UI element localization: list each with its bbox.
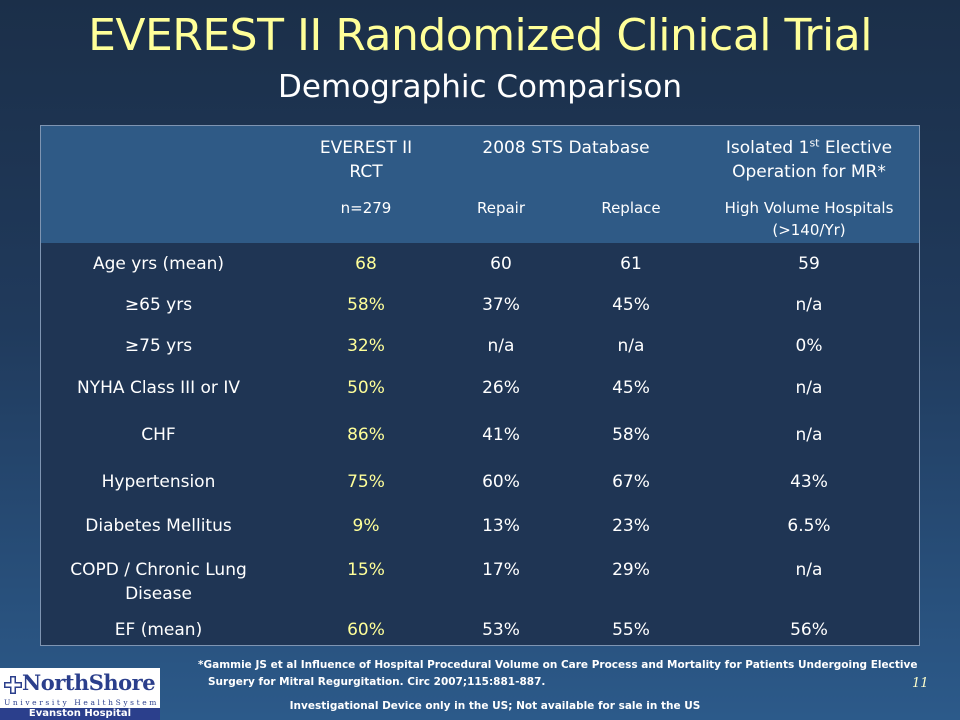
row-label: Age yrs (mean) (92, 254, 225, 274)
cell-high-volume: 0% (795, 336, 823, 356)
northshore-logo: NorthShore University HealthSystem Evans… (0, 668, 160, 720)
row-label-line1: COPD / Chronic Lung (70, 560, 247, 580)
row-label: CHF (141, 425, 176, 445)
header-high-volume: High Volume Hospitals (>140/Yr) (709, 197, 909, 241)
cell-rct: 75% (347, 472, 385, 492)
header-isolated-line1: Isolated 1st Elective (709, 136, 909, 160)
cell-rct: 68 (355, 254, 377, 274)
cell-replace: 55% (612, 620, 650, 640)
slide-subtitle: Demographic Comparison (278, 69, 682, 105)
cell-replace: 58% (612, 425, 650, 445)
row-label: ≥65 yrs (124, 295, 193, 315)
cell-replace: 29% (612, 560, 650, 580)
header-n: n=279 (340, 199, 392, 217)
header-replace: Replace (601, 199, 661, 217)
row-label-line2: Disease (125, 584, 192, 604)
cell-repair: 13% (482, 516, 520, 536)
row-label: ≥75 yrs (124, 336, 193, 356)
cell-rct: 15% (347, 560, 385, 580)
logo-hospital: Evanston Hospital (0, 708, 160, 720)
cell-repair: 37% (482, 295, 520, 315)
cell-repair: 60% (482, 472, 520, 492)
header-isolated-sup: st (809, 136, 820, 150)
cell-replace: 67% (612, 472, 650, 492)
header-repair: Repair (476, 199, 526, 217)
table-header-band (41, 126, 919, 243)
header-isolated-pre: Isolated 1 (725, 138, 810, 158)
cell-high-volume: n/a (795, 378, 823, 398)
row-label: Diabetes Mellitus (85, 516, 232, 536)
cell-replace: 45% (612, 295, 650, 315)
investigational-disclaimer: Investigational Device only in the US; N… (289, 700, 701, 712)
header-high-volume-line1: High Volume Hospitals (724, 199, 894, 217)
cell-repair: 26% (482, 378, 520, 398)
cell-high-volume: n/a (795, 425, 823, 445)
row-label: COPD / Chronic Lung Disease (41, 558, 276, 606)
demographics-table: EVEREST II RCT 2008 STS Database Isolate… (40, 125, 920, 646)
header-isolated-post: Elective (819, 138, 893, 158)
cell-rct: 58% (347, 295, 385, 315)
cell-rct: 9% (352, 516, 380, 536)
header-isolated-line2: Operation for MR* (732, 162, 886, 182)
cell-high-volume: 59 (798, 254, 820, 274)
page-number: 11 (912, 676, 929, 691)
cell-repair: 53% (482, 620, 520, 640)
cell-high-volume: 6.5% (787, 516, 831, 536)
header-sts-database: 2008 STS Database (482, 138, 650, 158)
cell-replace: n/a (617, 336, 645, 356)
cross-icon (4, 676, 22, 694)
cell-replace: 45% (612, 378, 650, 398)
row-label: NYHA Class III or IV (77, 378, 240, 398)
cell-replace: 23% (612, 516, 650, 536)
cell-repair: 17% (482, 560, 520, 580)
cell-rct: 32% (347, 336, 385, 356)
logo-name: NorthShore (22, 670, 156, 695)
footnote-line2: Surgery for Mitral Regurgitation. Circ 2… (208, 676, 546, 688)
logo-system: University HealthSystem (4, 698, 159, 707)
header-everest-rct: EVEREST II RCT (311, 136, 421, 184)
cell-high-volume: n/a (795, 295, 823, 315)
cell-high-volume: 56% (790, 620, 828, 640)
header-high-volume-line2: (>140/Yr) (772, 221, 846, 239)
slide-title: EVEREST II Randomized Clinical Trial (88, 10, 872, 61)
row-label: EF (mean) (114, 620, 203, 640)
header-everest-line2: RCT (349, 162, 383, 182)
cell-high-volume: n/a (795, 560, 823, 580)
cell-rct: 60% (347, 620, 385, 640)
cell-repair: 60 (490, 254, 512, 274)
citation-footnote: *Gammie JS et al Influence of Hospital P… (198, 657, 918, 691)
cell-repair: 41% (482, 425, 520, 445)
cell-repair: n/a (487, 336, 515, 356)
cell-rct: 86% (347, 425, 385, 445)
header-everest-line1: EVEREST II (319, 138, 413, 158)
row-label: Hypertension (101, 472, 216, 492)
footnote-line1: *Gammie JS et al Influence of Hospital P… (198, 659, 918, 671)
cell-replace: 61 (620, 254, 642, 274)
header-isolated-elective: Isolated 1st Elective Operation for MR* (709, 136, 909, 184)
cell-high-volume: 43% (790, 472, 828, 492)
cell-rct: 50% (347, 378, 385, 398)
